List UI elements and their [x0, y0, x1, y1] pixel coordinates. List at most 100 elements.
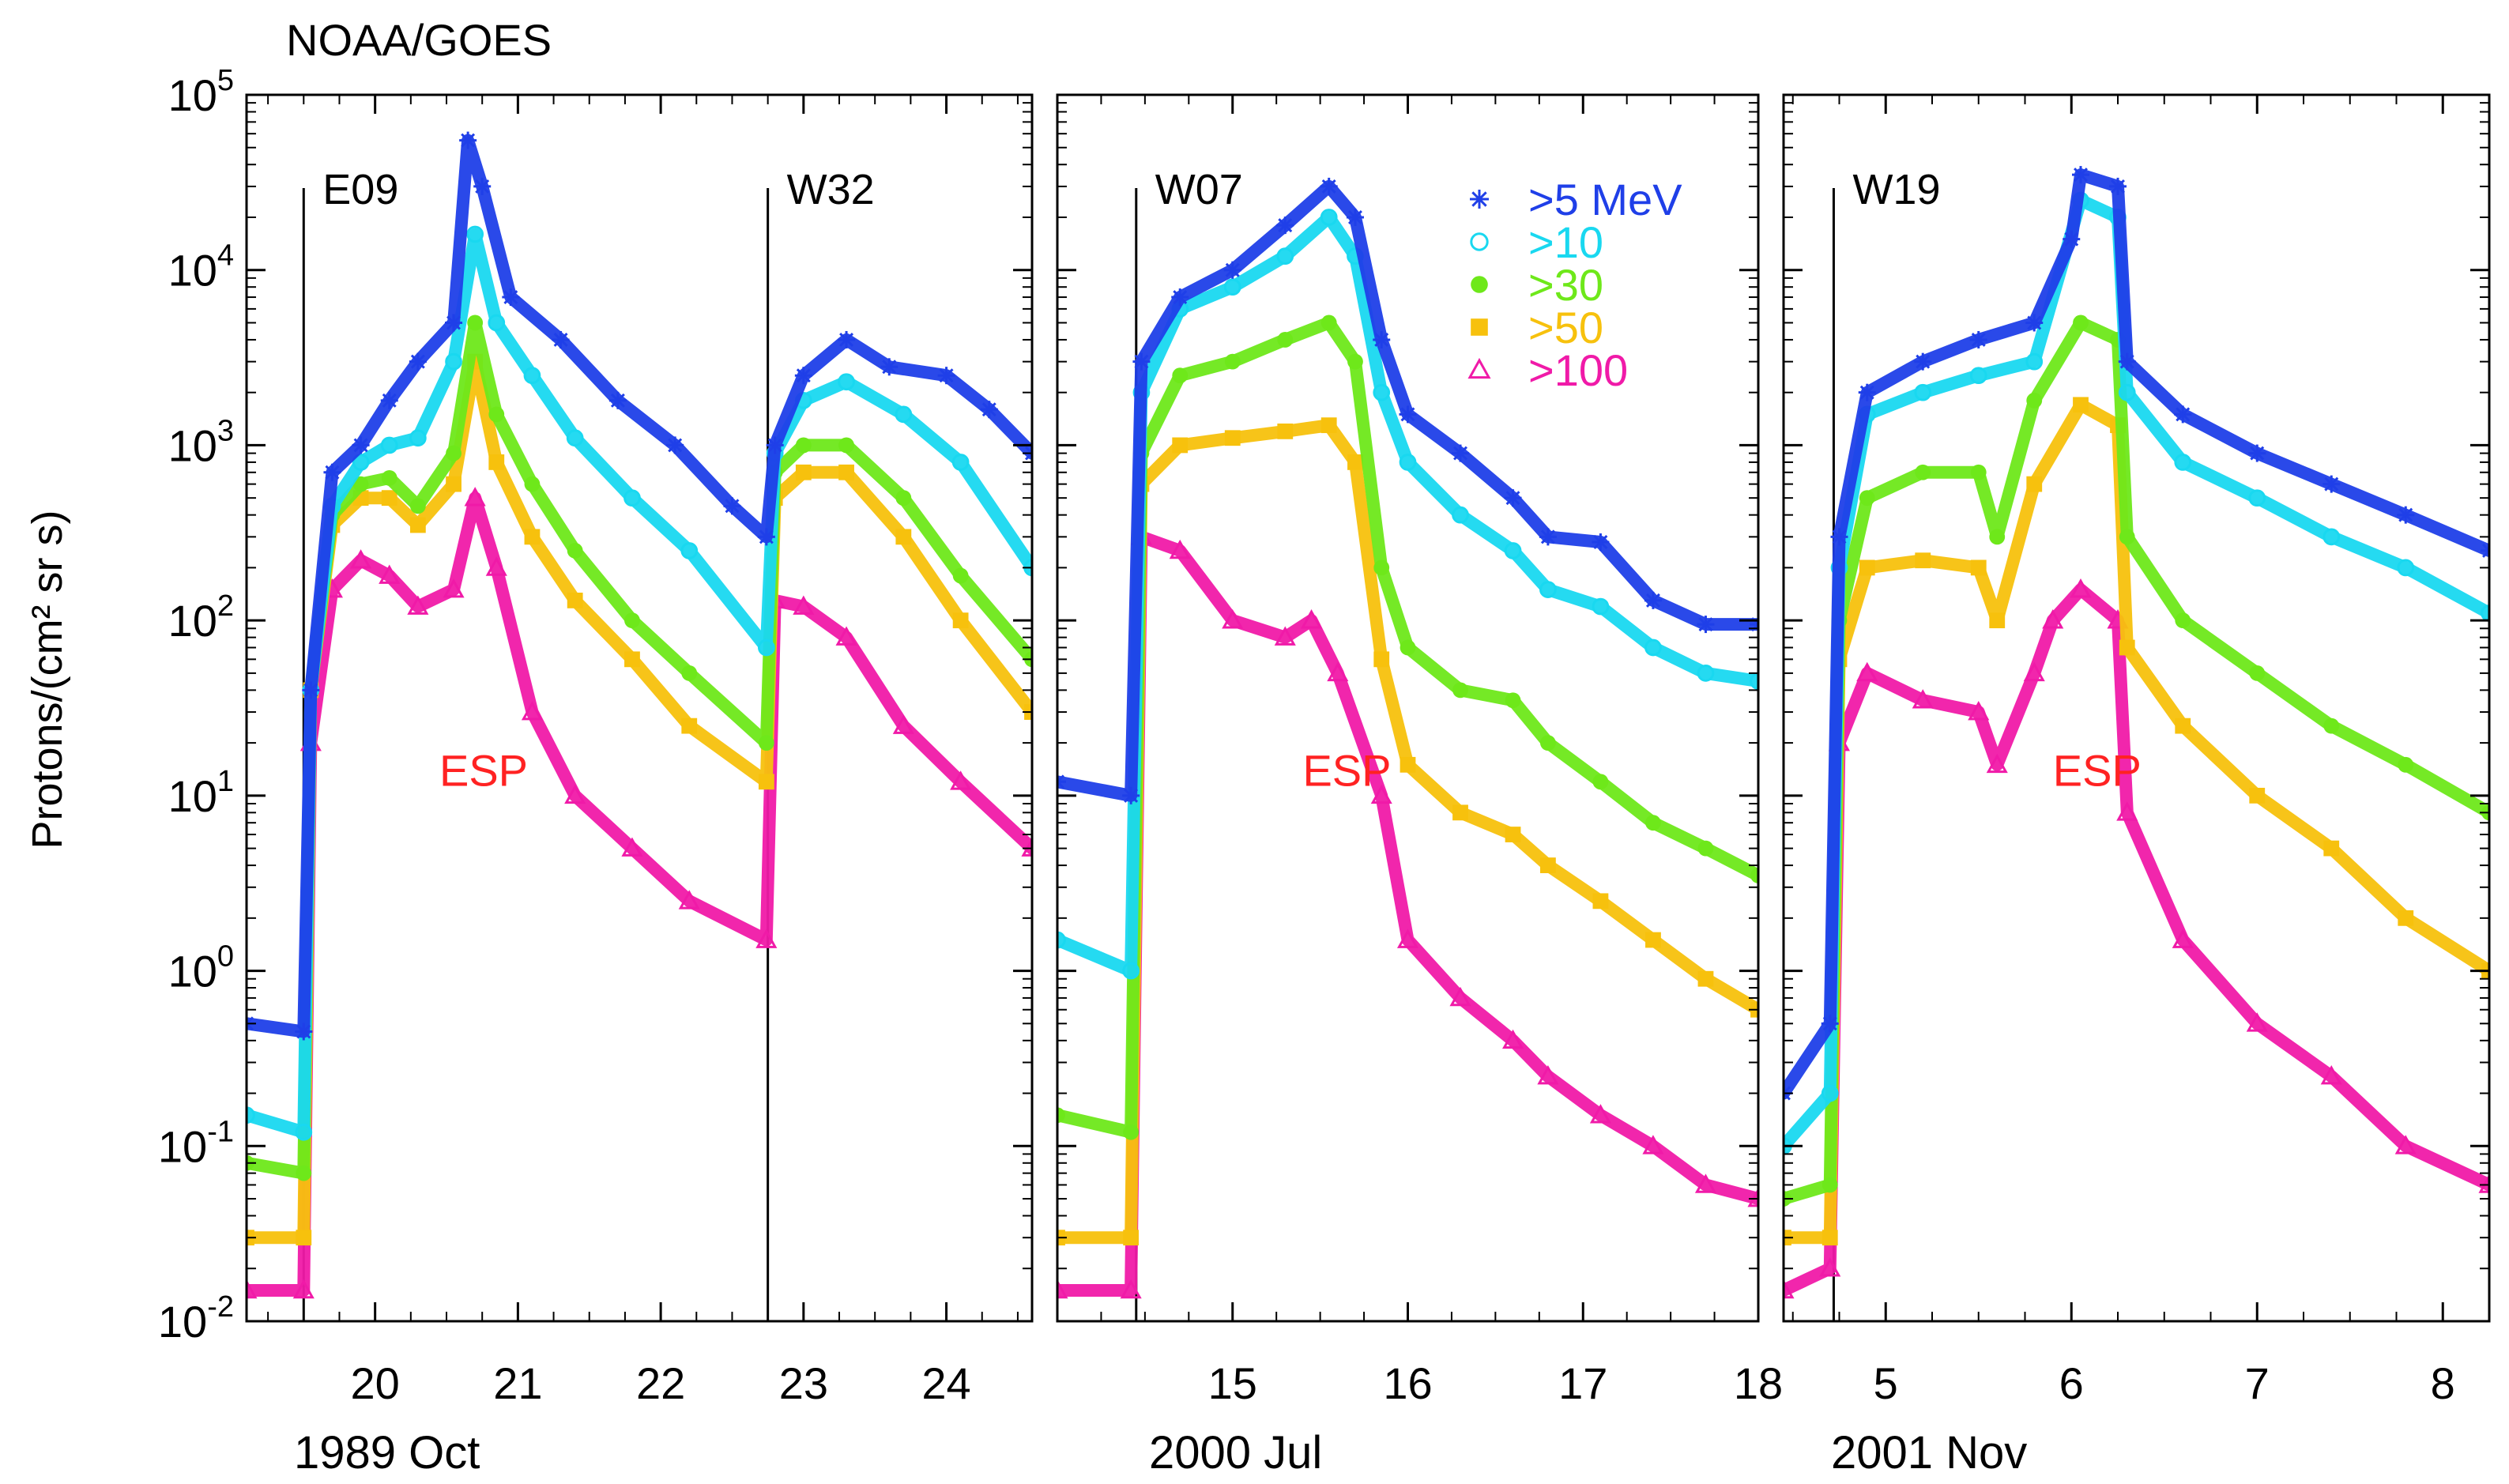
data-point	[680, 542, 699, 559]
series-line	[1057, 530, 1758, 1297]
data-point	[1396, 928, 1419, 948]
panel-frame	[245, 93, 1034, 1323]
series-line	[247, 228, 1032, 1139]
data-point	[838, 464, 854, 480]
data-point	[937, 367, 955, 385]
data-point	[1172, 367, 1189, 384]
data-point	[295, 1123, 313, 1141]
data-point	[2042, 609, 2064, 629]
data-point	[1320, 209, 1338, 226]
panel-1: E09 W32 ESP 20 21 22 23 24 1989 Oct	[245, 93, 1034, 1478]
data-point	[296, 1230, 312, 1246]
data-point	[895, 529, 912, 545]
data-point	[952, 612, 969, 629]
series-line	[247, 134, 1032, 1038]
data-point	[523, 367, 541, 385]
data-point	[2026, 392, 2043, 409]
y-tick-label: 10-2	[158, 1290, 234, 1347]
series-line	[1784, 583, 2489, 1297]
data-point	[1347, 353, 1363, 370]
series-line	[1784, 398, 2489, 1245]
series-5MeV	[1784, 166, 2489, 1102]
data-point	[1347, 454, 1363, 470]
data-point	[835, 626, 857, 646]
panel-data	[247, 131, 1032, 1299]
data-point	[352, 454, 370, 471]
series-line	[1784, 168, 2489, 1100]
data-point	[1970, 464, 1987, 480]
data-point	[2481, 541, 2489, 559]
data-point	[2249, 665, 2266, 681]
data-point	[1539, 581, 1557, 598]
data-point	[1540, 735, 1556, 751]
data-point	[2248, 489, 2266, 507]
data-point	[1914, 352, 1932, 371]
x-axis-label: 1989 Oct	[294, 1427, 480, 1478]
data-point	[1915, 552, 1931, 569]
data-point	[1821, 1015, 1839, 1033]
data-point	[1537, 1064, 1559, 1085]
data-point	[1400, 639, 1416, 656]
data-point	[1399, 454, 1417, 471]
data-point	[1969, 367, 1987, 385]
x-tick-label: 18	[1734, 1358, 1783, 1408]
data-point	[723, 497, 741, 515]
data-point	[681, 665, 698, 681]
y-axis-label: Protons/(cm² sr s)	[24, 510, 71, 849]
data-point	[1914, 383, 1932, 401]
data-point	[766, 436, 784, 454]
panel-2: W07 ESP 15 16 17 18 2000 Jul	[1056, 93, 1783, 1478]
data-point	[2174, 405, 2192, 424]
data-point	[443, 578, 465, 598]
data-point	[2249, 787, 2266, 804]
x-tick-label: 23	[779, 1358, 828, 1408]
data-point	[1644, 638, 1662, 657]
panel-frame	[1782, 93, 2491, 1323]
data-point	[1592, 533, 1610, 552]
data-point	[1021, 837, 1032, 857]
series-line	[1057, 179, 1758, 802]
data-point	[1120, 1279, 1142, 1299]
event-label: W07	[1155, 166, 1243, 213]
data-point	[2478, 1173, 2489, 1193]
data-point	[302, 681, 320, 699]
data-point	[446, 445, 461, 461]
data-point	[2073, 315, 2089, 331]
data-point	[552, 330, 570, 348]
data-point	[409, 498, 426, 514]
legend-label: >50	[1528, 303, 1603, 352]
data-point	[1642, 1135, 1664, 1154]
data-point	[380, 391, 398, 409]
data-point	[2398, 910, 2414, 926]
data-point	[564, 784, 586, 804]
data-point	[1750, 868, 1758, 883]
data-point	[895, 490, 912, 507]
data-point	[323, 463, 341, 481]
data-point	[247, 1106, 255, 1124]
data-point	[1123, 1124, 1140, 1140]
data-point	[1644, 591, 1662, 609]
data-point	[1504, 542, 1522, 559]
y-tick-label: 105	[168, 64, 234, 120]
data-point	[1169, 539, 1191, 559]
data-point	[409, 429, 427, 447]
data-point	[1697, 840, 1714, 857]
data-point	[2248, 444, 2266, 462]
panel-3: W19 ESP 5 6 7 8 2001 Nov	[1782, 93, 2491, 1478]
data-point	[567, 592, 583, 608]
data-point	[1502, 1029, 1524, 1049]
series-line	[1784, 316, 2489, 1205]
data-point	[524, 529, 541, 545]
data-point	[624, 651, 640, 668]
data-point	[1320, 177, 1338, 195]
x-tick-label: 21	[493, 1358, 542, 1408]
x-tick-label: 20	[351, 1358, 400, 1408]
data-point	[2397, 559, 2415, 577]
y-tick-label: 104	[168, 239, 234, 296]
data-point	[950, 770, 972, 790]
data-point	[1830, 528, 1848, 546]
data-point	[1540, 857, 1556, 873]
x-axis-label: 2001 Nov	[1831, 1427, 2027, 1478]
data-point	[1373, 383, 1391, 401]
